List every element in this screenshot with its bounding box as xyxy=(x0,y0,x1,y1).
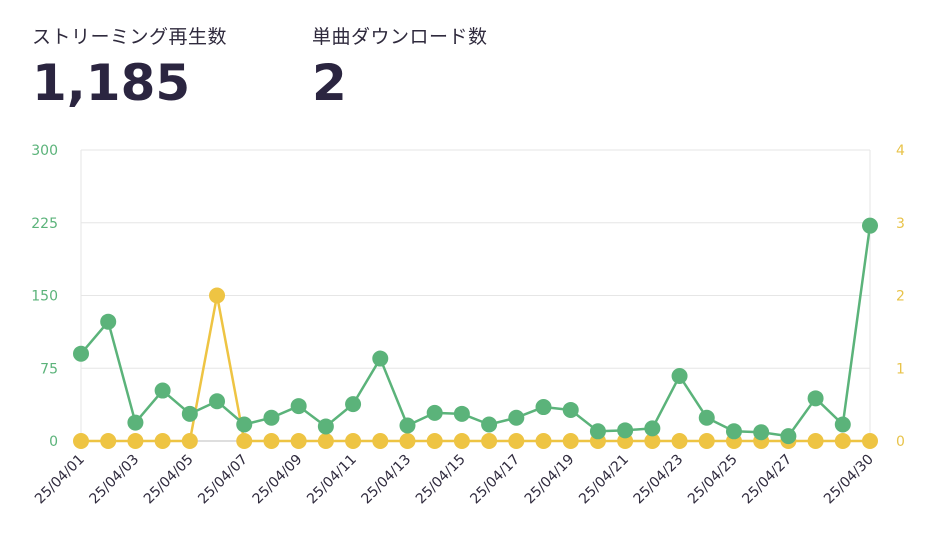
streams-series-line xyxy=(80,225,872,438)
x-tick-label: 25/04/25 xyxy=(685,452,741,508)
streams-label: ストリーミング再生数 xyxy=(32,26,228,48)
streams-data-point xyxy=(589,423,606,440)
x-tick-label: 25/04/27 xyxy=(739,452,795,508)
x-tick-label: 25/04/13 xyxy=(359,452,415,508)
y-left-tick-label: 225 xyxy=(31,216,58,232)
downloads-data-point xyxy=(671,433,688,449)
downloads-data-point xyxy=(399,433,416,449)
streams-data-point xyxy=(834,416,851,433)
y-left-tick-label: 300 xyxy=(31,143,58,159)
streams-stat: ストリーミング再生数 1,185 xyxy=(32,22,227,113)
x-tick-label: 25/04/17 xyxy=(467,452,523,508)
streams-data-point xyxy=(562,401,579,418)
x-tick-label: 25/04/15 xyxy=(413,452,469,508)
x-tick-label: 25/04/30 xyxy=(821,452,877,508)
streams-data-point xyxy=(263,409,280,426)
streams-data-point xyxy=(862,217,878,234)
downloads-data-point xyxy=(698,433,715,449)
streams-data-point xyxy=(209,393,226,410)
streams-data-point xyxy=(100,313,117,330)
y-right-tick-label: 4 xyxy=(896,143,905,159)
y-left-tick-label: 0 xyxy=(49,434,58,450)
streams-data-point xyxy=(426,404,443,421)
y-left-tick-label: 75 xyxy=(40,361,58,377)
x-tick-label: 25/04/09 xyxy=(250,452,306,508)
streams-data-point xyxy=(290,398,307,415)
downloads-data-point xyxy=(481,433,498,449)
streams-data-point xyxy=(453,405,470,422)
streams-data-point xyxy=(345,396,362,413)
x-tick-label: 25/04/19 xyxy=(522,452,578,508)
downloads-data-point xyxy=(453,433,470,449)
y-right-tick-label: 1 xyxy=(896,361,905,377)
y-right-tick-label: 0 xyxy=(896,434,905,450)
downloads-data-point xyxy=(181,433,198,449)
streams-data-point xyxy=(481,416,498,433)
streams-data-point xyxy=(73,345,89,362)
streams-data-point xyxy=(671,368,688,385)
x-tick-label: 25/04/03 xyxy=(86,452,142,508)
downloads-data-point xyxy=(862,433,878,449)
x-tick-label: 25/04/05 xyxy=(141,452,197,508)
streams-data-point xyxy=(725,423,742,440)
streams-data-point xyxy=(181,405,198,422)
x-tick-label: 25/04/23 xyxy=(631,452,687,508)
downloads-data-point xyxy=(209,287,226,304)
streams-data-point xyxy=(617,422,634,439)
downloads-data-point xyxy=(127,433,144,449)
streams-data-point xyxy=(372,350,389,367)
downloads-data-point xyxy=(73,433,89,449)
downloads-data-point xyxy=(154,433,171,449)
streams-data-point xyxy=(317,418,334,435)
y-right-tick-label: 2 xyxy=(896,289,905,305)
streams-data-point xyxy=(753,424,770,441)
downloads-data-point xyxy=(644,433,661,449)
streams-data-point xyxy=(644,420,661,437)
streams-data-point xyxy=(698,409,715,426)
streams-data-point xyxy=(508,409,525,426)
streams-data-point xyxy=(807,390,824,407)
downloads-data-point xyxy=(372,433,389,449)
y-left-tick-label: 150 xyxy=(31,289,58,305)
downloads-data-point xyxy=(345,433,362,449)
streams-value: 1,185 xyxy=(32,54,191,112)
downloads-data-point xyxy=(535,433,552,449)
downloads-data-point xyxy=(834,433,851,449)
downloads-data-point xyxy=(290,433,307,449)
streams-data-point xyxy=(236,416,253,433)
x-tick-label: 25/04/21 xyxy=(576,452,632,508)
downloads-label: 単曲ダウンロード数 xyxy=(312,26,488,48)
streams-data-point xyxy=(780,428,797,445)
downloads-data-point xyxy=(236,433,253,449)
downloads-value: 2 xyxy=(312,54,347,112)
downloads-data-point xyxy=(807,433,824,449)
downloads-data-point xyxy=(562,433,579,449)
downloads-data-point xyxy=(317,433,334,449)
x-tick-label: 25/04/07 xyxy=(195,452,251,508)
downloads-data-point xyxy=(263,433,280,449)
streams-data-point xyxy=(535,399,552,416)
y-right-tick-label: 3 xyxy=(896,216,905,232)
downloads-data-point xyxy=(100,433,117,449)
downloads-stat: 単曲ダウンロード数 2 xyxy=(312,22,488,113)
x-tick-label: 25/04/11 xyxy=(304,452,360,508)
x-tick-label: 25/04/01 xyxy=(32,452,88,508)
downloads-data-point xyxy=(426,433,443,449)
streams-data-point xyxy=(154,382,171,399)
streams-data-point xyxy=(399,417,416,434)
streams-data-point xyxy=(127,414,144,431)
downloads-data-point xyxy=(508,433,525,449)
